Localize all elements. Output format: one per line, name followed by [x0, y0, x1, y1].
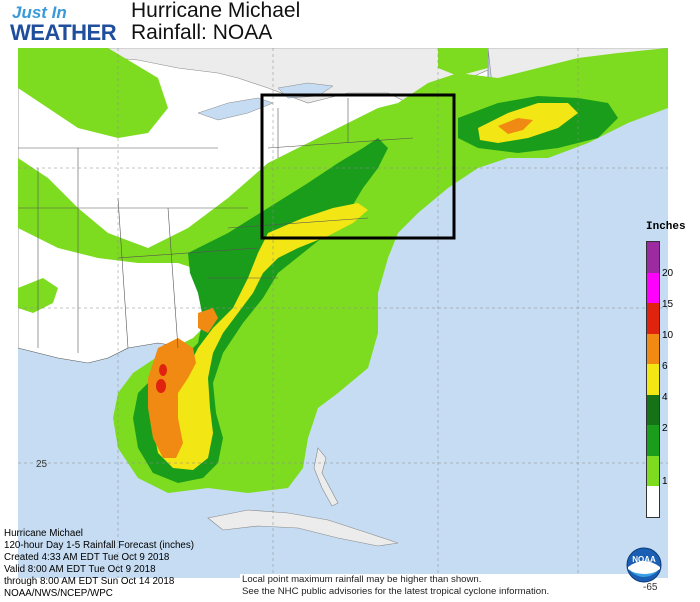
rain-4in: [153, 203, 368, 470]
note-line-2: See the NHC public advisories for the la…: [242, 586, 550, 597]
noaa-logo: NOAA: [626, 547, 662, 583]
legend-tick-20: 20: [662, 268, 674, 279]
logo-line-2: WEATHER: [10, 20, 117, 45]
caption-line-5: through 8:00 AM EDT Sun Oct 14 2018: [4, 576, 175, 587]
legend-tick-1: 1: [662, 476, 668, 487]
rain-1in-west: [18, 48, 168, 138]
legend-tick-6: 6: [662, 361, 668, 372]
legend-swatch: [647, 425, 659, 456]
legend-swatch: [647, 333, 659, 365]
longitude-label: -65: [643, 582, 658, 593]
legend: Inches 20 15 10 6 4 2 1: [642, 221, 698, 521]
legend-swatch: [647, 272, 659, 304]
focus-box: [260, 93, 456, 240]
rain-10in-2: [156, 379, 166, 393]
rain-1in-ne: [438, 48, 488, 76]
title-line-1: Hurricane Michael: [131, 0, 301, 22]
rain-10in-1: [159, 364, 167, 376]
noaa-logo-text: NOAA: [632, 555, 656, 564]
caption-line-4: Valid 8:00 AM EDT Tue Oct 9 2018: [4, 564, 156, 575]
rainfall-map: [18, 48, 668, 578]
rain-6in: [198, 308, 218, 333]
header: Just In WEATHER Hurricane Michael Rainfa…: [0, 0, 700, 46]
caption-line-6: NOAA/NWS/NCEP/WPC: [4, 588, 113, 599]
legend-swatch: [647, 364, 659, 395]
legend-swatch: [647, 303, 659, 334]
legend-tick-15: 15: [662, 299, 674, 310]
legend-tick-2: 2: [662, 423, 668, 434]
page-title: Hurricane Michael Rainfall: NOAA: [131, 0, 300, 44]
caption-line-2: 120-hour Day 1-5 Rainfall Forecast (inch…: [4, 540, 195, 551]
note-line-1: Local point maximum rainfall may be high…: [242, 574, 482, 585]
legend-bar: [646, 241, 660, 518]
title-line-2: Rainfall: NOAA: [131, 21, 273, 44]
legend-swatch: [647, 455, 659, 487]
legend-swatch: [647, 486, 659, 517]
legend-tick-10: 10: [662, 330, 674, 341]
just-in-weather-logo: Just In WEATHER: [4, 3, 122, 45]
advisory-note: Local point maximum rainfall may be high…: [240, 574, 632, 600]
forecast-caption: Hurricane Michael 120-hour Day 1-5 Rainf…: [4, 528, 234, 602]
caption-line-1: Hurricane Michael: [4, 528, 83, 539]
state-borders: [18, 98, 414, 353]
legend-swatch: [647, 394, 659, 426]
legend-title: Inches: [646, 221, 686, 233]
rain-6in-atlantic: [498, 118, 533, 134]
logo-line-1: Just In: [12, 3, 67, 22]
latitude-label: 25: [36, 459, 48, 470]
lat-lon-grid: [18, 48, 668, 578]
legend-swatch: [647, 242, 659, 273]
legend-tick-4: 4: [662, 392, 668, 403]
cuba: [207, 509, 399, 547]
caption-line-3: Created 4:33 AM EDT Tue Oct 9 2018: [4, 552, 170, 563]
